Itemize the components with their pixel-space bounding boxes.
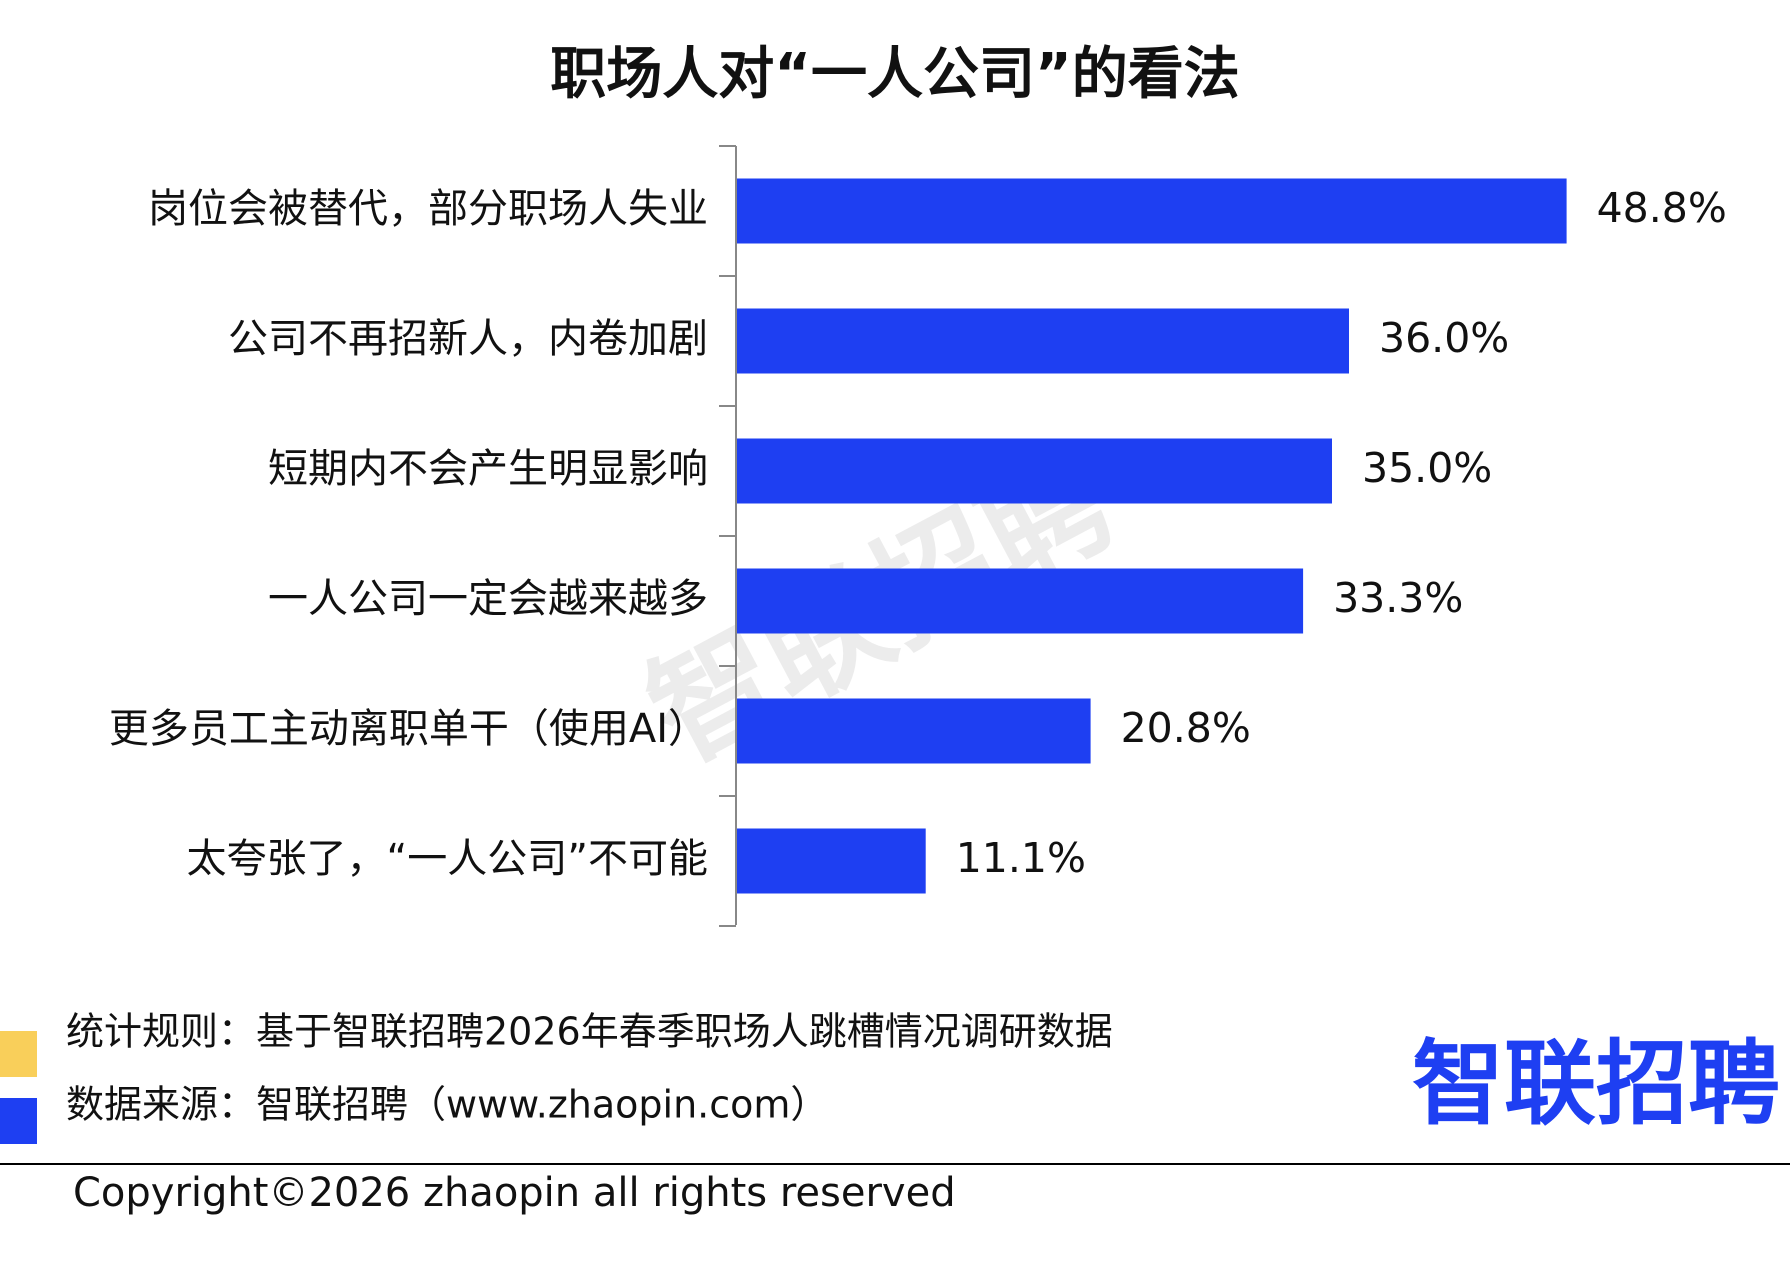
bar bbox=[737, 308, 1349, 374]
footer-source: 数据来源：智联招聘（www.zhaopin.com） bbox=[66, 1083, 828, 1127]
value-label: 20.8% bbox=[1121, 704, 1251, 752]
bullet-yellow bbox=[0, 1031, 37, 1077]
value-label: 48.8% bbox=[1597, 184, 1727, 232]
bar bbox=[737, 828, 926, 894]
bar bbox=[737, 178, 1567, 244]
bar bbox=[737, 568, 1304, 634]
value-label: 35.0% bbox=[1362, 444, 1492, 492]
bullet-blue bbox=[0, 1098, 37, 1144]
y-tick-label: 更多员工主动离职单干（使用AI） bbox=[109, 706, 708, 752]
y-tick-label: 太夸张了，“一人公司”不可能 bbox=[187, 836, 708, 882]
y-tick-label: 公司不再招新人，内卷加剧 bbox=[228, 316, 708, 362]
y-tick-label: 一人公司一定会越来越多 bbox=[268, 576, 708, 622]
chart-title: 职场人对“一人公司”的看法 bbox=[550, 42, 1240, 107]
logo: 智联招聘 bbox=[1412, 1030, 1780, 1137]
footer-rule: 统计规则：基于智联招聘2026年春季职场人跳槽情况调研数据 bbox=[66, 1010, 1113, 1054]
bar bbox=[737, 698, 1091, 764]
bar bbox=[737, 438, 1332, 504]
y-tick-label: 短期内不会产生明显影响 bbox=[268, 446, 708, 492]
copyright: Copyright©2026 zhaopin all rights reserv… bbox=[73, 1170, 956, 1216]
y-tick-label: 岗位会被替代，部分职场人失业 bbox=[148, 186, 708, 232]
value-label: 36.0% bbox=[1379, 314, 1509, 362]
value-label: 33.3% bbox=[1333, 574, 1463, 622]
value-label: 11.1% bbox=[956, 834, 1086, 882]
